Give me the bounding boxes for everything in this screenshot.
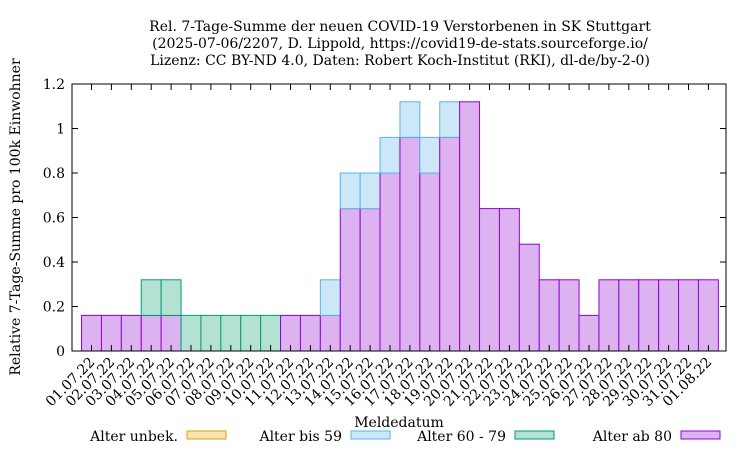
x-axis: 01.07.2202.07.2203.07.2204.07.2205.07.22… bbox=[43, 84, 715, 410]
bar-15.07.22-series-0 bbox=[359, 208, 381, 352]
bar-27.07.22-series-0 bbox=[598, 279, 620, 352]
bar-14.07.22-series-0 bbox=[339, 208, 361, 352]
bar-28.07.22-series-0 bbox=[618, 279, 640, 352]
legend-swatch bbox=[514, 430, 555, 440]
bar-17.07.22-series-2 bbox=[399, 101, 421, 138]
bar-22.07.22-series-0 bbox=[498, 208, 520, 352]
bar-18.07.22-series-0 bbox=[419, 172, 441, 352]
bar-16.07.22-series-0 bbox=[379, 172, 401, 352]
legend-swatch bbox=[186, 430, 227, 440]
bar-15.07.22-series-2 bbox=[359, 172, 381, 210]
bar-01.08.22-series-0 bbox=[697, 279, 719, 352]
legend-label: Alter bis 59 bbox=[258, 429, 342, 445]
legend-swatch bbox=[680, 430, 721, 440]
bar-29.07.22-series-0 bbox=[638, 279, 660, 352]
y-tick-label: 1 bbox=[56, 122, 65, 138]
legend-label: Alter unbek. bbox=[89, 429, 178, 445]
y-tick-label: 0.6 bbox=[43, 211, 65, 227]
bar-13.07.22-series-2 bbox=[319, 279, 341, 316]
legend-label: Alter 60 - 79 bbox=[416, 429, 506, 445]
legend-swatch bbox=[350, 430, 391, 440]
bar-04.07.22-series-1 bbox=[140, 279, 162, 316]
y-tick-label: 0.4 bbox=[43, 255, 65, 271]
title-line-1: Rel. 7-Tage-Summe der neuen COVID-19 Ver… bbox=[149, 19, 651, 35]
bar-16.07.22-series-2 bbox=[379, 136, 401, 174]
title-line-2: (2025-07-06/2207, D. Lippold, https://co… bbox=[152, 36, 648, 52]
y-tick-label: 0 bbox=[56, 344, 65, 360]
bar-18.07.22-series-2 bbox=[419, 136, 441, 174]
y-axis-title: Relative 7-Tage-Summe pro 100k Einwohner bbox=[8, 58, 24, 376]
y-tick-label: 0.2 bbox=[43, 300, 65, 316]
bar-24.07.22-series-0 bbox=[538, 279, 560, 352]
bar-30.07.22-series-0 bbox=[658, 279, 680, 352]
bar-21.07.22-series-0 bbox=[479, 208, 500, 352]
y-tick-label: 1.2 bbox=[43, 77, 65, 93]
bar-19.07.22-series-0 bbox=[439, 136, 461, 352]
bar-31.07.22-series-0 bbox=[678, 279, 699, 352]
y-tick-label: 0.8 bbox=[43, 166, 65, 182]
bar-20.07.22-series-0 bbox=[459, 101, 481, 352]
title-line-3: Lizenz: CC BY-ND 4.0, Daten: Robert Koch… bbox=[150, 53, 650, 69]
x-axis-title: Meldedatum bbox=[354, 415, 444, 431]
bar-25.07.22-series-0 bbox=[558, 279, 580, 352]
bar-17.07.22-series-0 bbox=[399, 136, 421, 352]
chart-title: Rel. 7-Tage-Summe der neuen COVID-19 Ver… bbox=[149, 19, 651, 69]
legend-label: Alter ab 80 bbox=[592, 429, 672, 445]
bars-group bbox=[81, 101, 719, 352]
bar-19.07.22-series-2 bbox=[439, 101, 461, 138]
bar-23.07.22-series-0 bbox=[518, 243, 540, 352]
y-axis: 0 0.2 0.4 0.6 0.8 1 1.2 bbox=[43, 77, 726, 360]
legend: Alter unbek. Alter bis 59 Alter 60 - 79 Alt… bbox=[89, 429, 721, 445]
bar-05.07.22-series-1 bbox=[160, 279, 182, 316]
bar-14.07.22-series-2 bbox=[339, 172, 361, 210]
